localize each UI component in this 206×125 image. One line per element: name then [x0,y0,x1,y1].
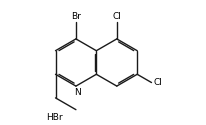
Text: Cl: Cl [153,78,162,87]
Text: HBr: HBr [46,113,62,122]
Text: N: N [73,88,80,97]
Text: Br: Br [71,12,81,22]
Text: Cl: Cl [112,12,121,22]
